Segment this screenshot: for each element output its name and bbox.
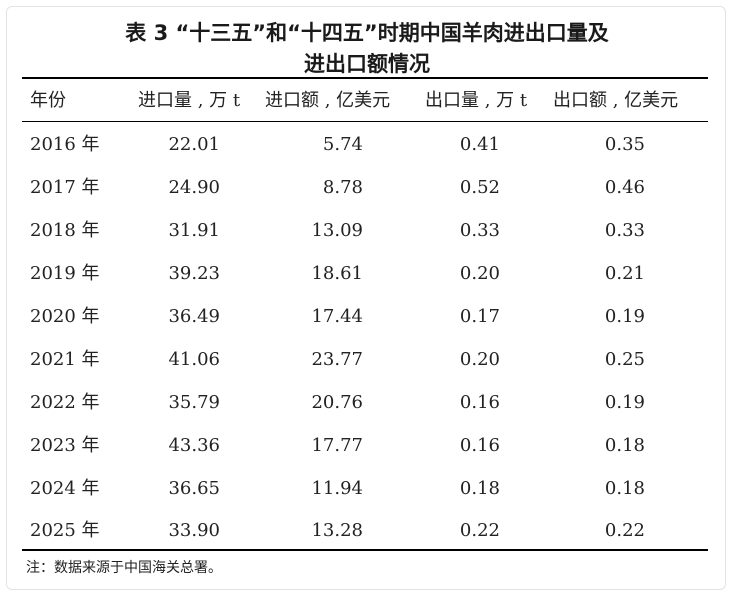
header-export-volume: 出口量 , 万 t <box>425 90 528 111</box>
cell-export-volume: 0.52 <box>459 177 500 198</box>
cell-export-value: 0.25 <box>604 349 645 370</box>
cell-import-volume: 31.91 <box>168 220 220 241</box>
cell-import-value: 17.77 <box>311 435 363 456</box>
cell-year: 2018 年 <box>30 220 100 241</box>
table-top-rule <box>22 77 708 79</box>
cell-export-volume: 0.16 <box>459 392 500 413</box>
cell-import-volume: 41.06 <box>168 349 220 370</box>
cell-import-volume: 43.36 <box>168 435 220 456</box>
cell-import-value: 8.78 <box>322 177 363 198</box>
cell-import-volume: 33.90 <box>168 520 220 541</box>
cell-export-value: 0.21 <box>604 263 645 284</box>
header-import-volume: 进口量 , 万 t <box>138 90 241 111</box>
cell-year: 2020 年 <box>30 306 100 327</box>
table-row: 2025 年 33.90 13.28 0.22 0.22 <box>0 520 734 542</box>
table-row: 2019 年 39.23 18.61 0.20 0.21 <box>0 263 734 285</box>
cell-export-volume: 0.41 <box>459 134 500 155</box>
cell-export-value: 0.46 <box>604 177 645 198</box>
table-row: 2022 年 35.79 20.76 0.16 0.19 <box>0 392 734 414</box>
cell-import-value: 13.09 <box>311 220 363 241</box>
cell-year: 2021 年 <box>30 349 100 370</box>
cell-import-value: 5.74 <box>322 134 363 155</box>
cell-export-value: 0.18 <box>604 435 645 456</box>
cell-import-volume: 24.90 <box>168 177 220 198</box>
cell-year: 2025 年 <box>30 520 100 541</box>
cell-year: 2023 年 <box>30 435 100 456</box>
cell-export-volume: 0.17 <box>459 306 500 327</box>
cell-import-value: 17.44 <box>311 306 363 327</box>
table-row: 2024 年 36.65 11.94 0.18 0.18 <box>0 478 734 500</box>
table-row: 2018 年 31.91 13.09 0.33 0.33 <box>0 220 734 242</box>
cell-import-value: 11.94 <box>311 478 363 499</box>
header-year: 年份 <box>30 90 66 111</box>
cell-year: 2019 年 <box>30 263 100 284</box>
header-export-value: 出口额 , 亿美元 <box>553 90 679 111</box>
cell-import-value: 23.77 <box>311 349 363 370</box>
table-row: 2017 年 24.90 8.78 0.52 0.46 <box>0 177 734 199</box>
cell-year: 2017 年 <box>30 177 100 198</box>
table-row: 2023 年 43.36 17.77 0.16 0.18 <box>0 435 734 457</box>
cell-year: 2024 年 <box>30 478 100 499</box>
cell-export-value: 0.19 <box>604 306 645 327</box>
cell-import-volume: 22.01 <box>168 134 220 155</box>
cell-import-value: 18.61 <box>311 263 363 284</box>
table-bottom-rule <box>22 549 708 551</box>
cell-import-volume: 39.23 <box>168 263 220 284</box>
table-row: 2016 年 22.01 5.74 0.41 0.35 <box>0 134 734 156</box>
table-row: 2020 年 36.49 17.44 0.17 0.19 <box>0 306 734 328</box>
table-source-note: 注：数据来源于中国海关总署。 <box>26 560 222 576</box>
cell-year: 2016 年 <box>30 134 100 155</box>
header-import-value: 进口额 , 亿美元 <box>265 90 391 111</box>
cell-export-value: 0.19 <box>604 392 645 413</box>
table-header-rule <box>22 121 708 122</box>
cell-year: 2022 年 <box>30 392 100 413</box>
cell-export-volume: 0.18 <box>459 478 500 499</box>
table-title-line1: 表 3 “十三五”和“十四五”时期中国羊肉进出口量及 <box>125 21 609 45</box>
cell-import-value: 20.76 <box>311 392 363 413</box>
cell-export-value: 0.35 <box>604 134 645 155</box>
cell-import-volume: 36.49 <box>168 306 220 327</box>
cell-import-value: 13.28 <box>311 520 363 541</box>
table-row: 2021 年 41.06 23.77 0.20 0.25 <box>0 349 734 371</box>
cell-export-volume: 0.33 <box>459 220 500 241</box>
cell-export-volume: 0.16 <box>459 435 500 456</box>
cell-import-volume: 35.79 <box>168 392 220 413</box>
cell-export-value: 0.18 <box>604 478 645 499</box>
cell-export-volume: 0.20 <box>459 263 500 284</box>
cell-export-value: 0.22 <box>604 520 645 541</box>
cell-import-volume: 36.65 <box>168 478 220 499</box>
cell-export-value: 0.33 <box>604 220 645 241</box>
table-title-line2: 进出口额情况 <box>304 52 430 76</box>
cell-export-volume: 0.22 <box>459 520 500 541</box>
table-card <box>6 6 726 590</box>
cell-export-volume: 0.20 <box>459 349 500 370</box>
